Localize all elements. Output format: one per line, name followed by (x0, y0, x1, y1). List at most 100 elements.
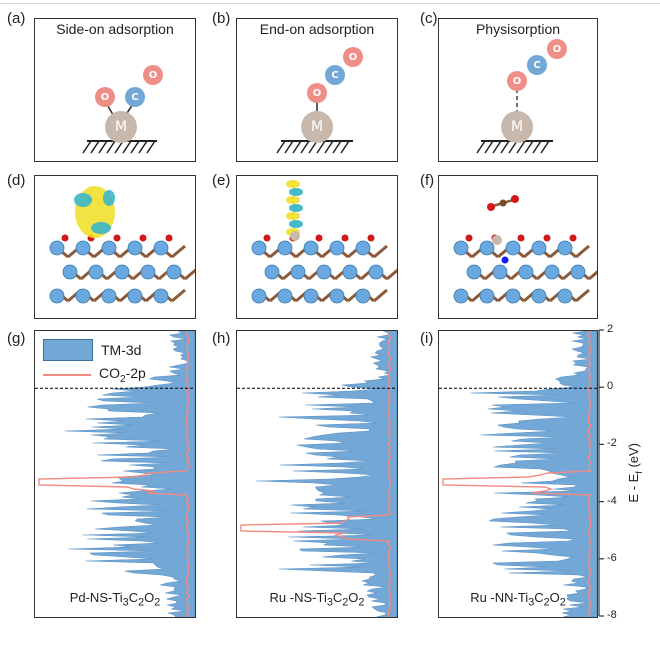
surface-o-atom (139, 234, 147, 242)
ti-atom (505, 288, 521, 304)
dos-panel-g: TM-3d CO2-2p Pd-NS-Ti3C2O2 (34, 330, 196, 618)
axis-tick-label: -2 (607, 437, 617, 450)
ti-atom (290, 264, 306, 280)
ti-atom (368, 264, 384, 280)
axis-tick-label: 0 (607, 380, 614, 393)
metal-atom: M (105, 111, 137, 143)
dopant-atom (492, 235, 502, 245)
surface-o-atom (569, 234, 577, 242)
schematic-side-on: Side-on adsorption M O C O (34, 18, 196, 162)
panel-label-b: (b) (212, 10, 231, 27)
tm3d-area (256, 331, 397, 617)
schematic-title: Side-on adsorption (56, 21, 174, 37)
surface-o-atom (341, 234, 349, 242)
physisorbed-structure (453, 195, 603, 304)
ti-atom (479, 240, 495, 256)
ti-atom (101, 288, 117, 304)
axis-tick-label: -4 (607, 494, 617, 507)
ti-atom (140, 264, 156, 280)
tm3d-area (470, 331, 597, 617)
ti-atom (49, 240, 65, 256)
legend-swatch-tm3d (43, 339, 93, 361)
panel-label-h: (h) (212, 330, 231, 347)
ti-atom (466, 264, 482, 280)
surface-o-atom (113, 234, 121, 242)
ti-atom (153, 240, 169, 256)
surface-o-atom (367, 234, 375, 242)
dos-plot (237, 331, 397, 617)
legend-label-co2: CO2-2p (99, 365, 146, 385)
ti-atom (518, 264, 534, 280)
ti-atom (492, 264, 508, 280)
schematic-title: Physisorption (475, 21, 561, 37)
ti-atom (342, 264, 358, 280)
co2-o-atom (511, 195, 519, 203)
ti-atom (479, 288, 495, 304)
oxygen-atom: O (307, 83, 327, 103)
axis-tick-label: 2 (607, 323, 614, 335)
ti-atom (264, 264, 280, 280)
ti-atom (62, 264, 78, 280)
ti-atom (453, 240, 469, 256)
ti-atom (251, 240, 267, 256)
ti-atom (329, 240, 345, 256)
metal-atom: M (301, 111, 333, 143)
ti-atom (88, 264, 104, 280)
ti-atom (453, 288, 469, 304)
charge-density-structure (251, 180, 401, 304)
ti-atom (570, 264, 586, 280)
system-name: Ru -NN-Ti3C2O2 (470, 590, 566, 609)
co2-c-atom (499, 199, 507, 207)
oxygen-atom: O (143, 65, 163, 85)
metal-atom: M (501, 111, 533, 143)
ti-atom (127, 240, 143, 256)
ti-atom (251, 288, 267, 304)
axis-tick-label: -8 (607, 609, 617, 621)
ti-atom (114, 264, 130, 280)
ti-atom (329, 288, 345, 304)
carbon-atom: C (527, 55, 547, 75)
ti-atom (75, 288, 91, 304)
system-name: Ru -NS-Ti3C2O2 (269, 590, 365, 609)
co2-2p-line (442, 331, 593, 617)
ti-atom (277, 288, 293, 304)
ti-atom (277, 240, 293, 256)
ti-atom (101, 240, 117, 256)
panel-label-e: (e) (212, 172, 231, 189)
isosurface-lobe (286, 212, 300, 220)
oxygen-atom: O (343, 47, 363, 67)
dos-plot (439, 331, 597, 617)
energy-axis-title: E - Ef (eV) (626, 443, 644, 503)
surface-o-atom (315, 234, 323, 242)
isosurface-lobe (289, 204, 303, 212)
ti-atom (355, 288, 371, 304)
n-atom (501, 256, 509, 264)
isosurface-cyan (91, 222, 111, 234)
schematic-physisorption: Physisorption M O C O (438, 18, 598, 162)
isosurface-lobe (289, 220, 303, 228)
panel-label-g: (g) (7, 330, 26, 347)
ti-atom (531, 288, 547, 304)
panel-label-d: (d) (7, 172, 26, 189)
ti-atom (127, 288, 143, 304)
oxygen-atom: O (507, 71, 527, 91)
surface-o-atom (165, 234, 173, 242)
surface-o-atom (263, 234, 271, 242)
isosurface-lobe (289, 188, 303, 196)
ti-atom (49, 288, 65, 304)
schematic-title: End-on adsorption (259, 21, 375, 37)
co2-2p-line (240, 331, 393, 617)
ti-atom (303, 240, 319, 256)
dos-panel-h: Ru -NS-Ti3C2O2 (236, 330, 398, 618)
ti-atom (166, 264, 182, 280)
carbon-atom: C (325, 65, 345, 85)
ti-atom (544, 264, 560, 280)
surface-o-atom (465, 234, 473, 242)
legend-label-tm3d: TM-3d (101, 342, 142, 358)
ti-atom (505, 240, 521, 256)
legend-swatch-co2 (43, 373, 91, 376)
structure-d (34, 175, 199, 319)
oxygen-atom: O (95, 87, 115, 107)
isosurface-lobe (286, 180, 300, 188)
legend: TM-3d CO2-2p (43, 339, 146, 385)
